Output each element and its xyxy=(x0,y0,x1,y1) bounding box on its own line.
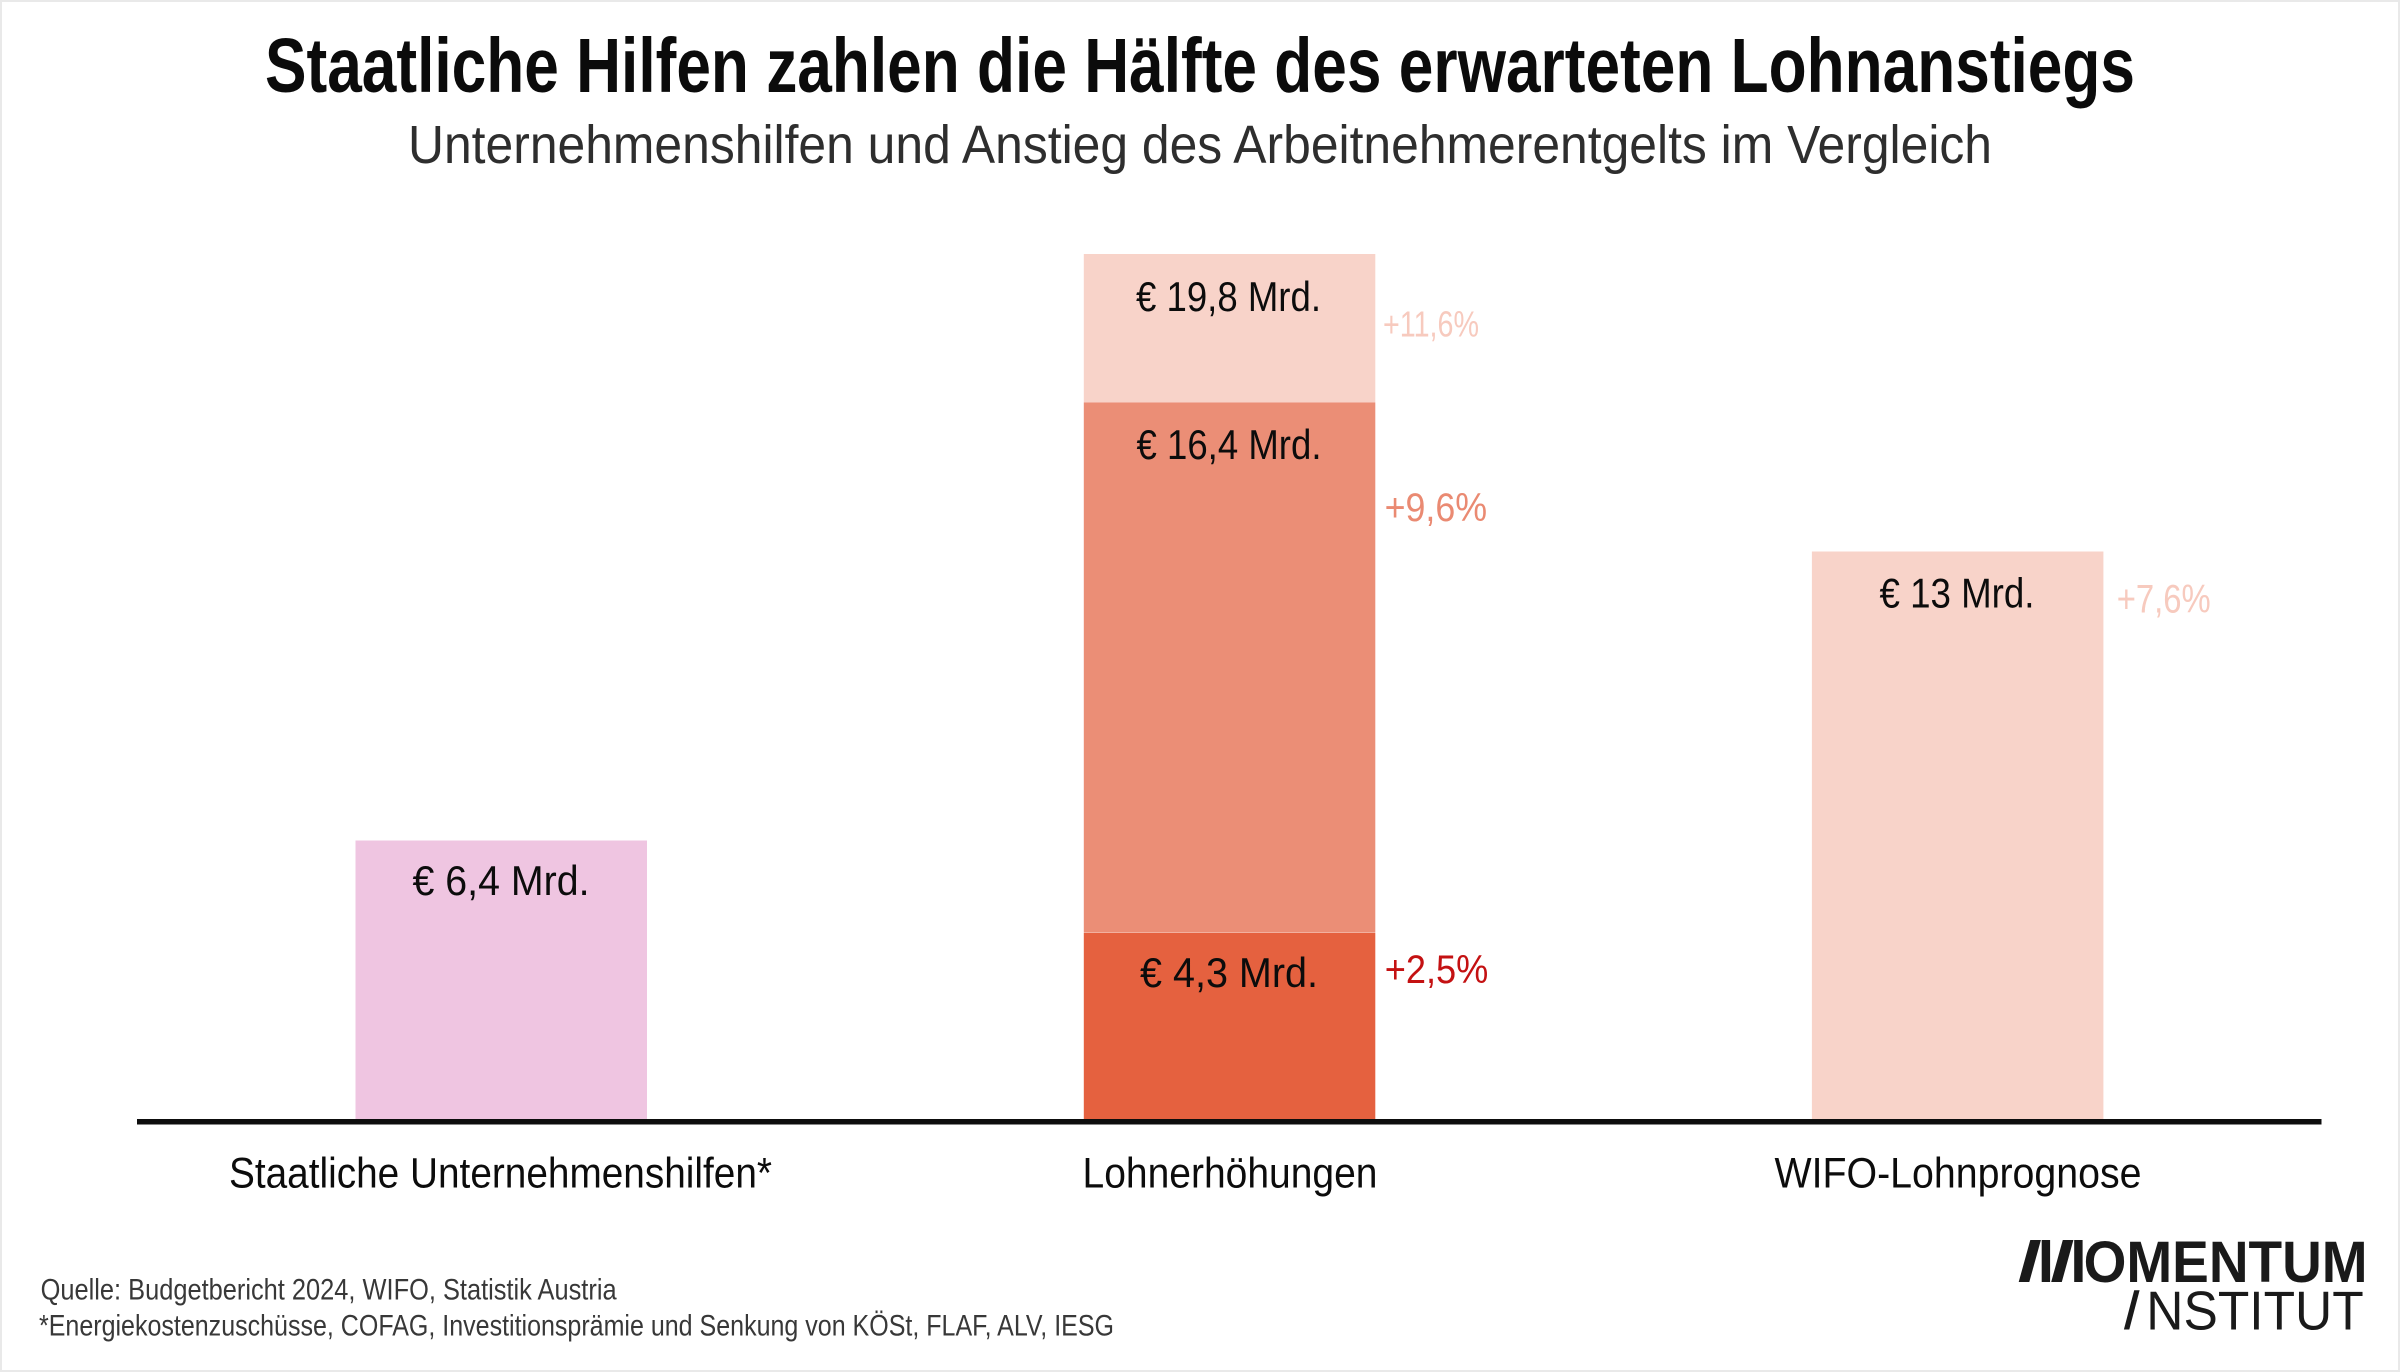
svg-text:OMENTUM: OMENTUM xyxy=(2084,1230,2368,1295)
svg-text:Staatliche Unternehmenshilfen*: Staatliche Unternehmenshilfen* xyxy=(229,1151,772,1198)
svg-text:€ 4,3 Mrd.: € 4,3 Mrd. xyxy=(1140,949,1318,996)
svg-text:+2,5%: +2,5% xyxy=(1385,948,1489,992)
svg-text:Quelle: Budgetbericht 2024, WI: Quelle: Budgetbericht 2024, WIFO, Statis… xyxy=(41,1273,617,1306)
svg-text:€ 19,8 Mrd.: € 19,8 Mrd. xyxy=(1136,273,1321,320)
svg-text:+7,6%: +7,6% xyxy=(2117,578,2211,622)
svg-text:+9,6%: +9,6% xyxy=(1385,486,1488,530)
svg-text:+11,6%: +11,6% xyxy=(1383,304,1479,345)
svg-text:€ 13 Mrd.: € 13 Mrd. xyxy=(1880,570,2035,617)
svg-text:WIFO-Lohnprognose: WIFO-Lohnprognose xyxy=(1775,1151,2142,1198)
svg-text:€ 6,4 Mrd.: € 6,4 Mrd. xyxy=(413,857,590,904)
svg-text:*Energiekostenzuschüsse, COFAG: *Energiekostenzuschüsse, COFAG, Investit… xyxy=(39,1309,1114,1342)
svg-text:Unternehmenshilfen und Anstieg: Unternehmenshilfen und Anstieg des Arbei… xyxy=(408,115,1992,175)
svg-text:NSTITUT: NSTITUT xyxy=(2146,1281,2363,1342)
svg-text:€ 16,4 Mrd.: € 16,4 Mrd. xyxy=(1137,421,1322,468)
svg-text:Staatliche Hilfen zahlen die H: Staatliche Hilfen zahlen die Hälfte des … xyxy=(265,23,2135,109)
svg-text:Lohnerhöhungen: Lohnerhöhungen xyxy=(1083,1151,1378,1198)
